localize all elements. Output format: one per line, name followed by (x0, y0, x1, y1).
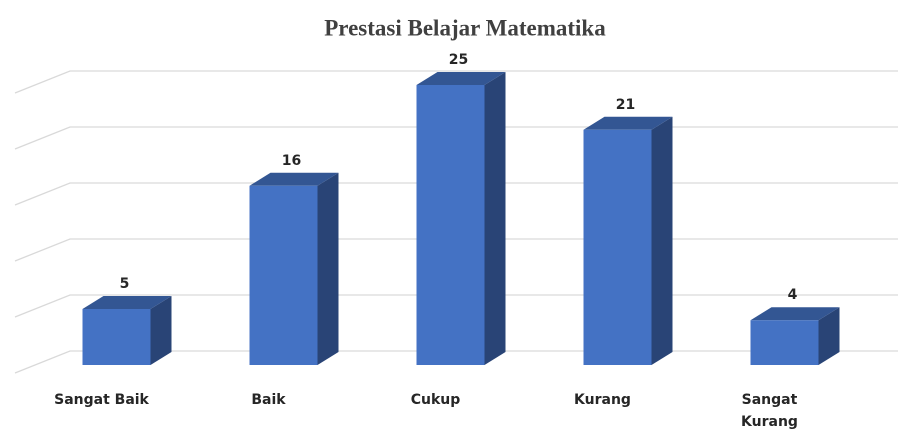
x-tick-label: Kurang (574, 392, 631, 408)
grid-line (14, 70, 898, 94)
bar (416, 72, 506, 365)
bar-top (249, 172, 339, 186)
bar-front (416, 85, 485, 365)
bar-top (583, 116, 673, 130)
bar-side (150, 296, 172, 365)
x-tick-label: Sangat Kurang (741, 392, 798, 430)
value-label: 4 (788, 287, 798, 303)
bar-top (82, 296, 172, 309)
x-tick-label: Sangat Baik (54, 392, 149, 408)
bar-top (750, 307, 840, 321)
bar-side (651, 116, 673, 365)
bar (82, 296, 172, 365)
x-tick-label: Baik (251, 392, 286, 408)
bar-top (416, 72, 506, 85)
bar-front (249, 185, 318, 365)
bar (750, 307, 840, 365)
value-label: 5 (120, 276, 130, 292)
value-label: 16 (282, 153, 301, 169)
bar-front (583, 129, 652, 365)
bar-side (317, 172, 339, 365)
bar-side (484, 72, 506, 365)
value-label: 21 (616, 97, 635, 113)
chart-title: Prestasi Belajar Matematika (324, 15, 606, 40)
bar-side (818, 307, 840, 365)
x-tick-label: Cukup (410, 392, 461, 408)
value-label: 25 (449, 52, 468, 68)
bar (583, 116, 673, 365)
bar-front (750, 320, 819, 365)
bar (249, 172, 339, 365)
bar-front (82, 309, 151, 365)
